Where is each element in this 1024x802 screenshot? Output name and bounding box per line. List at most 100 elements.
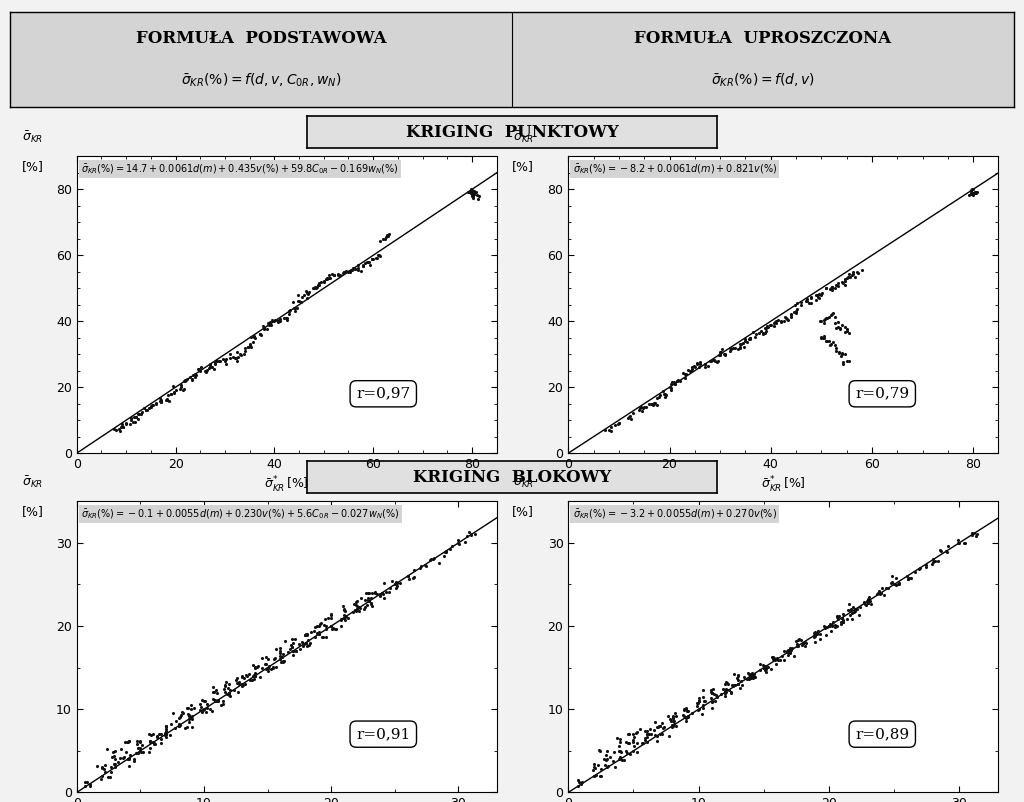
- Point: [178, 373, 195, 386]
- Point: [298, 285, 314, 298]
- Point: [717, 687, 733, 699]
- Point: [413, 560, 429, 573]
- Text: FORMUŁA  PODSTAWOWA: FORMUŁA PODSTAWOWA: [136, 30, 386, 47]
- Point: [180, 712, 197, 725]
- Point: [262, 316, 279, 329]
- Point: [337, 610, 353, 623]
- Point: [183, 710, 200, 723]
- Point: [348, 599, 365, 612]
- Point: [347, 599, 364, 612]
- Point: [118, 417, 134, 430]
- Point: [350, 258, 367, 271]
- Point: [94, 761, 111, 774]
- Point: [842, 270, 858, 283]
- Point: [466, 185, 482, 198]
- Point: [770, 654, 786, 666]
- Point: [829, 280, 846, 293]
- Point: [847, 603, 863, 616]
- Point: [925, 555, 941, 568]
- Point: [130, 407, 146, 420]
- Point: [207, 358, 223, 371]
- Point: [173, 708, 189, 721]
- Point: [612, 736, 629, 749]
- Point: [760, 660, 776, 673]
- Point: [105, 750, 122, 763]
- Point: [787, 305, 804, 318]
- Point: [823, 282, 840, 294]
- Point: [352, 602, 369, 615]
- Point: [209, 695, 225, 707]
- Point: [729, 670, 745, 683]
- Point: [240, 341, 256, 354]
- Point: [236, 347, 252, 360]
- Point: [679, 705, 695, 718]
- Text: $[\%]$: $[\%]$: [511, 160, 534, 174]
- Point: [260, 659, 276, 672]
- Point: [758, 662, 774, 674]
- Point: [145, 727, 162, 740]
- Point: [130, 742, 146, 755]
- Point: [284, 639, 300, 652]
- Point: [620, 728, 636, 741]
- Point: [77, 776, 93, 788]
- Point: [307, 621, 324, 634]
- Point: [845, 267, 861, 280]
- Point: [643, 727, 659, 740]
- Point: [841, 267, 857, 280]
- Point: [287, 301, 303, 314]
- Point: [259, 661, 275, 674]
- Point: [706, 353, 722, 366]
- Point: [191, 704, 208, 717]
- Point: [126, 411, 142, 423]
- Point: [725, 679, 741, 692]
- Point: [760, 321, 776, 334]
- Point: [653, 727, 670, 740]
- Point: [348, 605, 365, 618]
- Point: [204, 705, 220, 718]
- Point: [147, 396, 164, 409]
- Point: [665, 719, 681, 732]
- Point: [691, 695, 708, 707]
- Point: [287, 633, 303, 646]
- Point: [693, 707, 710, 720]
- Text: $\bar{\sigma}_{KR}(\%)=-0.1+0.0055d(m)+0.230v(\%)+5.6C_{0R}-0.027w_N(\%)$: $\bar{\sigma}_{KR}(\%)=-0.1+0.0055d(m)+0…: [81, 507, 399, 520]
- Point: [790, 639, 806, 652]
- Point: [742, 670, 759, 683]
- Point: [209, 695, 225, 707]
- Point: [669, 719, 685, 732]
- Point: [762, 318, 778, 331]
- Point: [612, 753, 629, 766]
- Point: [253, 328, 269, 341]
- Point: [172, 719, 188, 732]
- Point: [272, 647, 289, 660]
- Point: [707, 694, 723, 707]
- Point: [315, 618, 332, 631]
- Point: [756, 660, 772, 673]
- Point: [249, 661, 265, 674]
- Point: [272, 313, 289, 326]
- Point: [234, 678, 251, 691]
- Point: [868, 587, 885, 600]
- Point: [342, 264, 358, 277]
- Point: [314, 630, 331, 643]
- Point: [348, 594, 365, 607]
- Point: [206, 686, 222, 699]
- Point: [336, 608, 352, 621]
- Point: [298, 636, 314, 649]
- Point: [816, 313, 833, 326]
- Point: [718, 676, 734, 689]
- Point: [647, 396, 664, 409]
- Point: [768, 657, 784, 670]
- Point: [355, 260, 372, 273]
- Point: [722, 342, 738, 354]
- Point: [807, 626, 823, 638]
- Point: [588, 768, 604, 781]
- Point: [463, 182, 479, 195]
- Point: [637, 724, 653, 737]
- Point: [359, 591, 376, 604]
- Point: [362, 597, 379, 610]
- Point: [153, 727, 169, 740]
- Point: [643, 397, 659, 410]
- Point: [742, 671, 759, 684]
- Point: [361, 594, 378, 607]
